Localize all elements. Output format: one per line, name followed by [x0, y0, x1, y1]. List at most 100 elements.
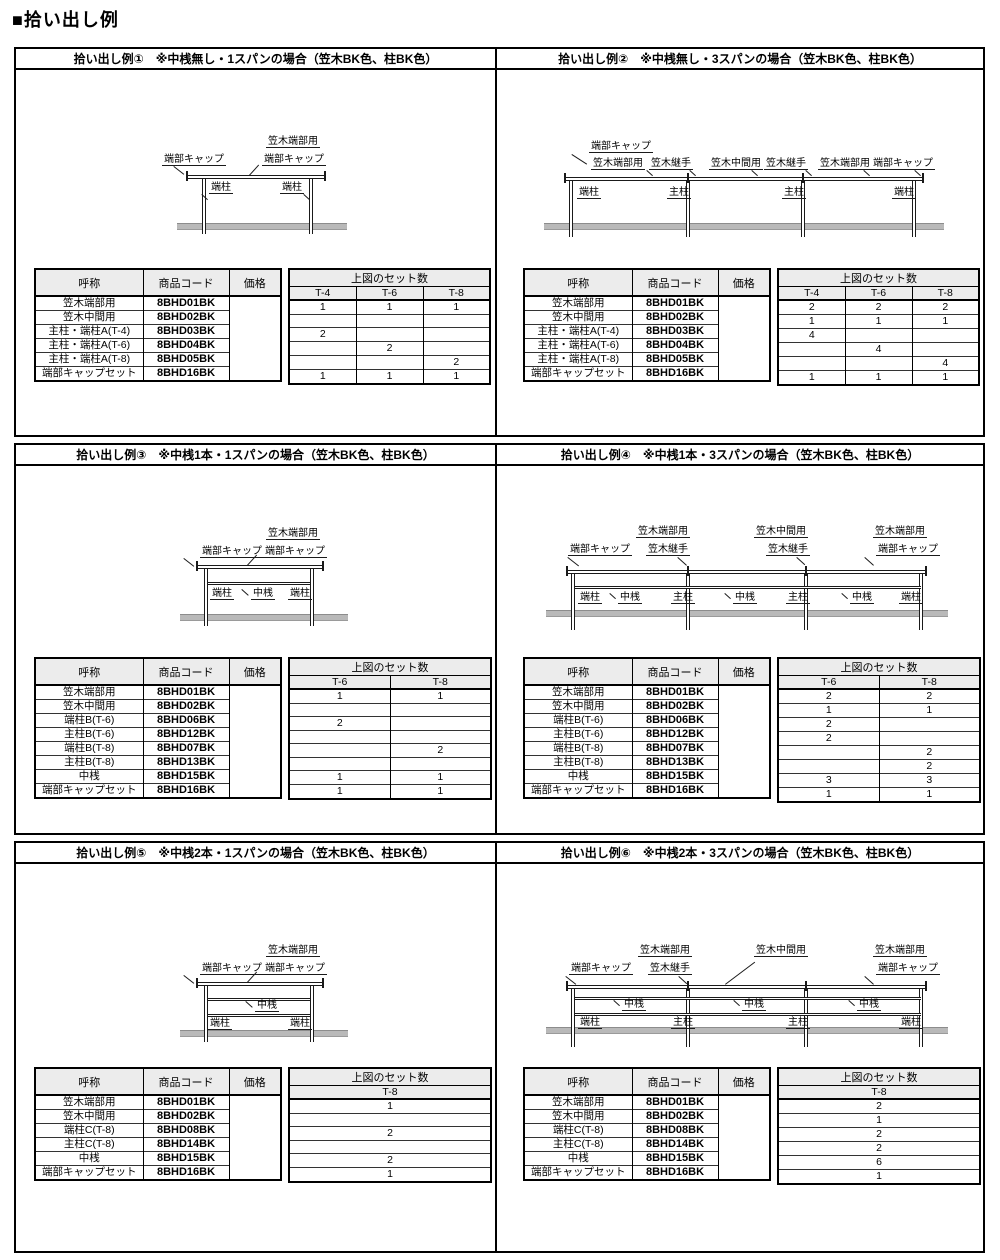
- main-body: 笠木端部用 8BHD01BK 笠木中間用 8BHD02BK 端柱B(T-6) 8BHD06…: [35, 684, 281, 798]
- part-name-cell: 中桟: [524, 1151, 632, 1166]
- end-cap-label: 端部キャップ: [568, 544, 632, 556]
- set-count-cell: 1: [778, 1113, 980, 1128]
- panel-example-3: 拾い出し例③ ※中桟1本・1スパンの場合（笠木BK色、柱BK色） 端部キャップ …: [14, 443, 497, 835]
- kasagi-end-label: 笠木端部用: [266, 945, 320, 957]
- set-count-cell: 4: [778, 328, 845, 343]
- size-col-header: T-8: [911, 286, 979, 301]
- set-count-cell: [422, 327, 490, 342]
- product-code-cell: 8BHD13BK: [631, 755, 718, 770]
- table-row: 笠木中間用 8BHD02BK: [35, 310, 281, 325]
- table-row: 2: [289, 341, 490, 356]
- product-code-cell: 8BHD14BK: [142, 1137, 229, 1152]
- leader-line: [751, 170, 758, 177]
- set-count-cell: 2: [355, 341, 423, 356]
- main-post: [801, 180, 805, 237]
- panel-example-5: 拾い出し例⑤ ※中桟2本・1スパンの場合（笠木BK色、柱BK色） 端部キャップ …: [14, 841, 497, 1253]
- parts-table: 呼称 商品コード 価格 笠木端部用 8BHD01BK 笠木中間用 8BHD02BK 端柱…: [34, 657, 492, 800]
- parts-table: 呼称 商品コード 価格 笠木端部用 8BHD01BK 笠木中間用 8BHD02BK 主柱…: [523, 268, 980, 386]
- mid-rail-label: 中桟: [622, 999, 646, 1011]
- part-name-cell: 端部キャップセット: [35, 366, 143, 381]
- table-row: [289, 757, 491, 771]
- part-name-cell: 主柱・端柱A(T-8): [35, 352, 143, 367]
- main-table: 呼称 商品コード 価格 笠木端部用 8BHD01BK 笠木中間用 8BHD02BK 主柱…: [34, 268, 282, 382]
- top-rail: [568, 570, 925, 574]
- set-count-cell: 1: [355, 369, 423, 384]
- table-row: 笠木中間用 8BHD02BK: [35, 699, 281, 714]
- set-count-cell: [844, 356, 912, 371]
- table-row: [289, 1113, 491, 1127]
- set-count-cell: 1: [289, 770, 390, 785]
- leader-line: [864, 976, 874, 985]
- table-row: [289, 730, 491, 744]
- col-header-name: 呼称: [35, 1068, 143, 1096]
- size-col-header: T-6: [355, 286, 423, 301]
- kasagi-end-label: 笠木端部用: [873, 526, 927, 538]
- set-count-cell: [355, 355, 423, 370]
- leader-line: [183, 558, 195, 567]
- table-row: 4: [778, 342, 979, 357]
- part-name-cell: 端柱B(T-6): [35, 713, 143, 728]
- product-code-cell: 8BHD08BK: [631, 1123, 718, 1138]
- end-post-label: 端柱: [208, 1018, 232, 1030]
- end-cap-label: 端部キャップ: [871, 158, 935, 170]
- col-header-name: 呼称: [524, 658, 632, 686]
- size-col-header: T-4: [778, 286, 845, 301]
- set-count-cell: [911, 328, 979, 343]
- set-count-cell: 2: [289, 1153, 491, 1168]
- part-name-cell: 端柱C(T-8): [35, 1123, 143, 1138]
- part-name-cell: 主柱・端柱A(T-6): [35, 338, 143, 353]
- set-count-cell: 2: [878, 759, 980, 774]
- table-row: 4: [778, 328, 979, 343]
- parts-table: 呼称 商品コード 価格 笠木端部用 8BHD01BK 笠木中間用 8BHD02BK 端柱…: [34, 1067, 492, 1183]
- kasagi-end-label: 笠木端部用: [818, 158, 872, 170]
- set-count-cell: [422, 341, 490, 356]
- col-header-code: 商品コード: [631, 1068, 718, 1096]
- part-name-cell: 笠木端部用: [524, 684, 632, 700]
- end-cap-label: 端部キャップ: [589, 141, 653, 153]
- rail-end-cap-tick: [566, 981, 568, 991]
- set-count-cell: 4: [844, 342, 912, 357]
- product-code-cell: 8BHD12BK: [631, 727, 718, 742]
- railing-diagram-1span-2midrails: 端部キャップ 笠木端部用 端部キャップ 中桟 端柱 端柱: [16, 843, 495, 1251]
- ground-line: [177, 223, 347, 230]
- part-name-cell: 主柱・端柱A(T-8): [524, 352, 632, 367]
- part-name-cell: 主柱B(T-8): [524, 755, 632, 770]
- leader-line: [805, 170, 812, 177]
- part-name-cell: 主柱・端柱A(T-4): [35, 324, 143, 339]
- kasagi-end-label: 笠木端部用: [873, 945, 927, 957]
- end-post: [204, 568, 208, 626]
- main-post-label: 主柱: [671, 1017, 695, 1029]
- part-name-cell: 笠木中間用: [35, 310, 143, 325]
- railing-diagram-1span: 端部キャップ 笠木端部用 端部キャップ 端柱 端柱: [16, 49, 495, 435]
- table-row: 端部キャップセット 8BHD16BK: [35, 783, 281, 798]
- part-name-cell: 笠木中間用: [524, 310, 632, 325]
- set-count-header: 上図のセット数: [289, 1068, 491, 1086]
- top-rail: [566, 177, 922, 181]
- end-post-label: 端柱: [578, 1017, 602, 1029]
- table-row: [289, 703, 491, 717]
- table-row: 2: [289, 743, 491, 758]
- col-header-price: 価格: [717, 269, 770, 297]
- table-row: 端柱B(T-6) 8BHD06BK: [35, 713, 281, 728]
- part-name-cell: 中桟: [35, 1151, 143, 1166]
- kasagi-mid-label: 笠木中間用: [754, 526, 808, 538]
- main-post-label: 主柱: [782, 187, 806, 199]
- set-count-cell: 2: [911, 299, 979, 315]
- end-cap-label: 端部キャップ: [200, 546, 264, 558]
- main-table: 呼称 商品コード 価格 笠木端部用 8BHD01BK 笠木中間用 8BHD02BK 端柱…: [34, 657, 282, 799]
- table-row: 主柱C(T-8) 8BHD14BK: [524, 1137, 770, 1152]
- table-row: 2: [778, 759, 980, 774]
- set-count-cell: 3: [778, 773, 879, 788]
- price-cell: [228, 296, 281, 381]
- kasagi-end-label: 笠木端部用: [591, 158, 645, 170]
- table-row: 中桟 8BHD15BK: [35, 769, 281, 784]
- end-post: [310, 985, 314, 1042]
- col-header-code: 商品コード: [631, 658, 718, 686]
- rail-end-cap-tick: [186, 171, 188, 181]
- rail-joint-tick: [687, 981, 689, 991]
- product-code-cell: 8BHD04BK: [631, 338, 718, 353]
